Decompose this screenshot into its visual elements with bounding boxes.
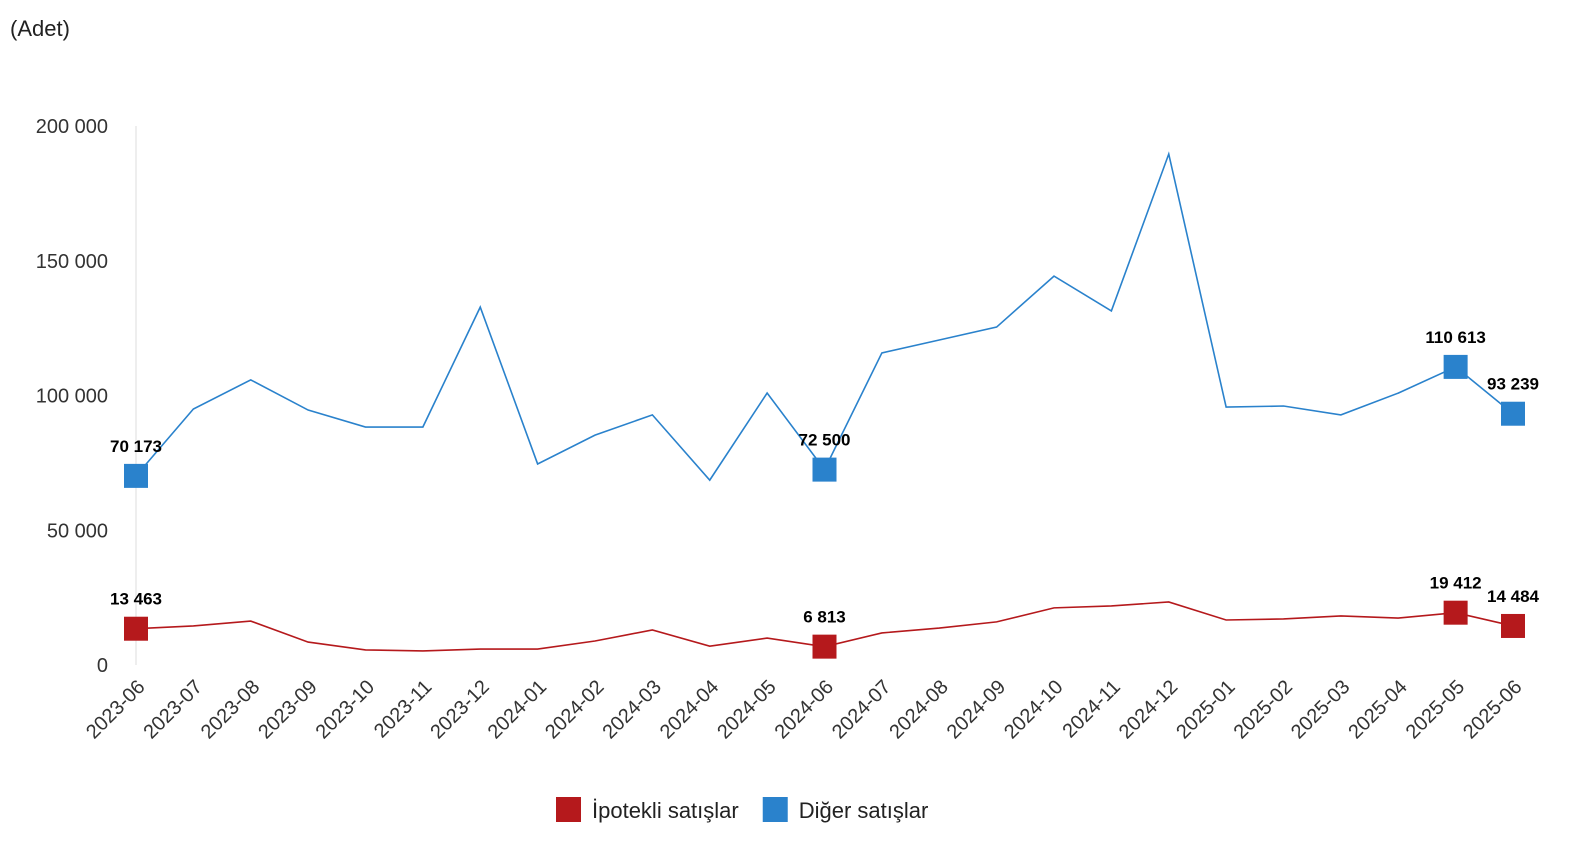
data-marker xyxy=(124,463,148,488)
x-tick-label: 2023-11 xyxy=(370,676,436,742)
legend-label: Diğer satışlar xyxy=(799,798,929,823)
x-tick-label: 2025-06 xyxy=(1459,676,1526,743)
data-label: 14 484 xyxy=(1487,587,1540,606)
data-label: 72 500 xyxy=(799,431,851,450)
x-tick-label: 2024-10 xyxy=(1000,676,1067,743)
x-tick-label: 2025-03 xyxy=(1287,676,1354,743)
x-tick-label: 2024-07 xyxy=(828,676,895,743)
y-tick-label: 0 xyxy=(97,655,108,677)
x-tick-label: 2024-06 xyxy=(771,676,838,743)
data-label: 110 613 xyxy=(1425,328,1486,347)
x-tick-label: 2023-06 xyxy=(82,676,149,743)
x-tick-label: 2023-08 xyxy=(197,676,264,743)
y-tick-label: 50 000 xyxy=(47,520,108,542)
data-label: 13 463 xyxy=(110,590,162,609)
x-tick-label: 2024-12 xyxy=(1115,676,1182,743)
x-tick-label: 2024-02 xyxy=(541,676,608,743)
legend-label: İpotekli satışlar xyxy=(592,798,739,823)
data-marker xyxy=(812,634,837,659)
x-tick-label: 2025-05 xyxy=(1402,676,1469,743)
x-tick-label: 2023-10 xyxy=(312,676,379,743)
data-label: 93 239 xyxy=(1487,375,1539,394)
x-tick-label: 2023-09 xyxy=(254,676,321,743)
data-label: 70 173 xyxy=(110,437,162,456)
data-label: 6 813 xyxy=(803,608,846,627)
x-tick-label: 2025-04 xyxy=(1344,676,1411,743)
data-marker xyxy=(812,457,837,482)
x-tick-label: 2023-07 xyxy=(139,676,206,743)
y-tick-label: 100 000 xyxy=(36,386,108,408)
x-tick-label: 2024-05 xyxy=(713,676,780,743)
data-marker xyxy=(124,616,148,641)
x-tick-label: 2023-12 xyxy=(426,676,493,743)
x-tick-label: 2024-03 xyxy=(598,676,665,743)
legend-swatch xyxy=(556,797,581,822)
unit-label: (Adet) xyxy=(10,16,70,41)
x-tick-label: 2024-04 xyxy=(656,676,723,743)
x-tick-label: 2025-01 xyxy=(1172,676,1239,743)
data-marker xyxy=(1443,354,1468,379)
data-label: 19 412 xyxy=(1430,574,1482,593)
x-tick-label: 2024-09 xyxy=(943,676,1010,743)
data-marker xyxy=(1501,613,1525,638)
x-tick-label: 2024-08 xyxy=(885,676,952,743)
legend-swatch xyxy=(762,797,788,822)
y-tick-label: 150 000 xyxy=(36,251,108,273)
x-tick-label: 2024-01 xyxy=(484,676,551,743)
y-tick-label: 200 000 xyxy=(36,116,108,138)
x-tick-label: 2025-02 xyxy=(1230,676,1297,743)
data-marker xyxy=(1443,600,1468,625)
x-tick-label: 2024-11 xyxy=(1058,676,1124,742)
data-marker xyxy=(1501,401,1525,426)
